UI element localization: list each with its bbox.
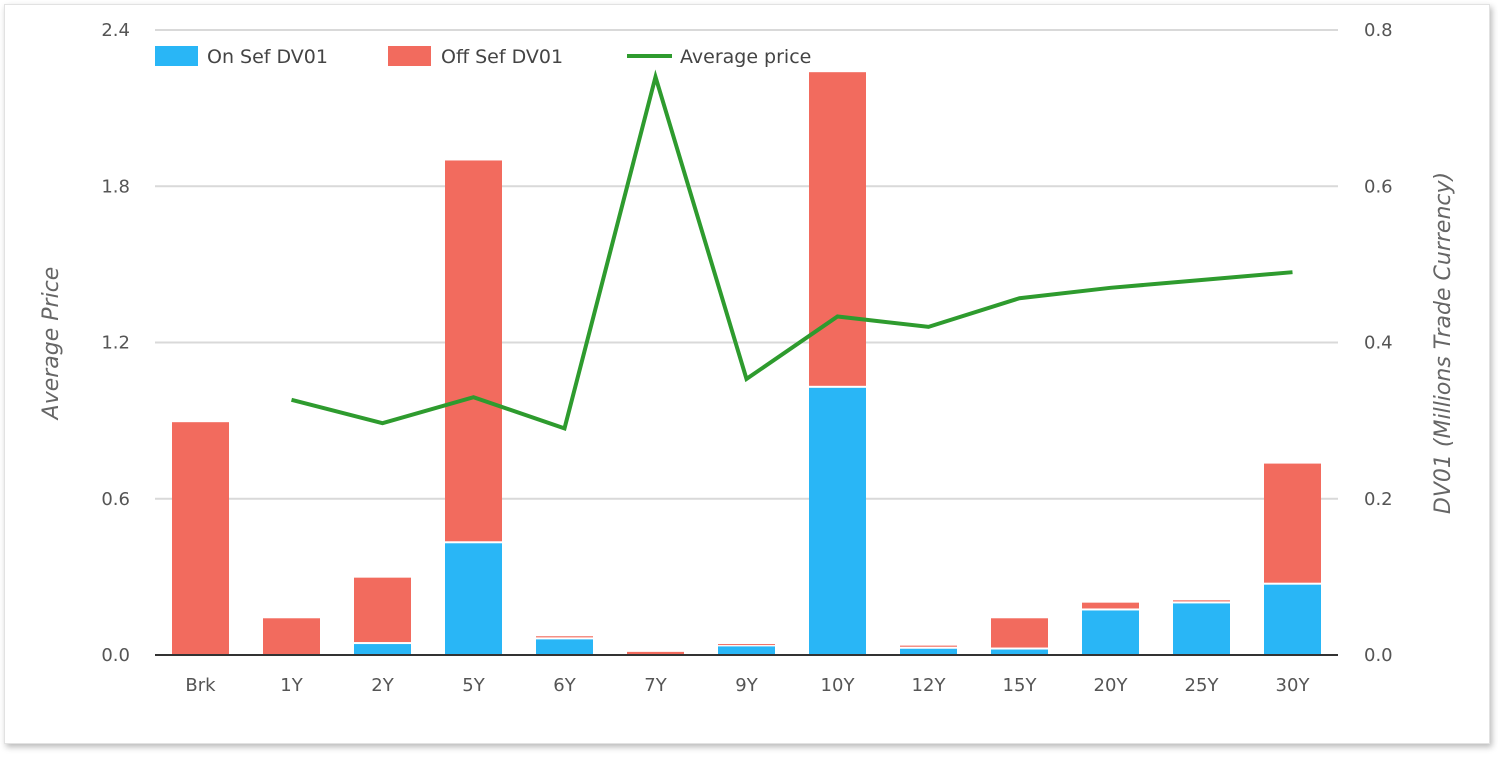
- average-price-point-12y[interactable]: [926, 324, 932, 330]
- bar-on-sef-5y[interactable]: [445, 543, 502, 655]
- right-tick-label: 0.4: [1364, 333, 1393, 354]
- bar-off-sef-5y[interactable]: [445, 160, 502, 542]
- bar-off-sef-10y[interactable]: [809, 72, 866, 386]
- bar-on-sef-20y[interactable]: [1082, 610, 1139, 655]
- x-tick-label: 10Y: [821, 675, 856, 696]
- legend-swatch-off-sef: [388, 46, 431, 66]
- gridlines: [155, 29, 1338, 500]
- x-tick-label: 15Y: [1003, 675, 1038, 696]
- average-price-point-6y[interactable]: [562, 425, 568, 431]
- left-tick-label: 1.2: [101, 333, 130, 354]
- bar-off-sef-9y[interactable]: [718, 644, 775, 646]
- average-price-line-group: [289, 69, 1296, 432]
- average-price-line[interactable]: [291, 69, 1293, 432]
- bar-off-sef-30y[interactable]: [1264, 463, 1321, 583]
- bar-off-sef-brk[interactable]: [172, 422, 229, 655]
- legend-label-off-sef: Off Sef DV01: [441, 46, 563, 68]
- average-price-point-15y[interactable]: [1017, 295, 1023, 301]
- legend-item-average-price[interactable]: Average price: [627, 46, 811, 68]
- x-tick-label: 12Y: [912, 675, 947, 696]
- bar-on-sef-25y[interactable]: [1173, 603, 1230, 655]
- x-tick-label: 9Y: [735, 675, 758, 696]
- bar-on-sef-15y[interactable]: [991, 649, 1048, 655]
- bar-on-sef-6y[interactable]: [536, 639, 593, 655]
- right-axis-title: DV01 (Millions Trade Currency): [1431, 172, 1456, 514]
- legend-label-average-price: Average price: [680, 46, 811, 68]
- x-tick-label: 30Y: [1276, 675, 1311, 696]
- x-tick-label: 25Y: [1185, 675, 1220, 696]
- average-price-point-7y[interactable]: [653, 74, 659, 80]
- x-tick-label: 20Y: [1094, 675, 1129, 696]
- average-price-point-20y[interactable]: [1108, 285, 1114, 291]
- bar-off-sef-2y[interactable]: [354, 577, 411, 643]
- left-tick-label: 1.8: [101, 176, 130, 197]
- x-tick-label: 7Y: [644, 675, 667, 696]
- right-axis-ticks: 0.0 0.2 0.4 0.6 0.8: [1364, 20, 1393, 666]
- average-price-point-1y[interactable]: [289, 397, 295, 403]
- bar-off-sef-12y[interactable]: [900, 645, 957, 647]
- average-price-point-2y[interactable]: [380, 420, 386, 426]
- bar-on-sef-12y[interactable]: [900, 648, 957, 655]
- legend-item-off-sef[interactable]: Off Sef DV01: [388, 46, 563, 68]
- right-tick-label: 0.8: [1364, 20, 1393, 41]
- average-price-point-25y[interactable]: [1199, 277, 1205, 283]
- bar-off-sef-7y[interactable]: [627, 651, 684, 655]
- left-tick-label: 0.6: [101, 489, 130, 510]
- average-price-point-5y[interactable]: [471, 394, 477, 400]
- legend-item-on-sef[interactable]: On Sef DV01: [155, 46, 328, 68]
- legend: On Sef DV01 Off Sef DV01 Average price: [155, 46, 811, 68]
- right-tick-label: 0.0: [1364, 645, 1393, 666]
- bar-on-sef-30y[interactable]: [1264, 584, 1321, 655]
- left-axis-ticks: 0.0 0.6 1.2 1.8 2.4: [101, 20, 130, 666]
- left-tick-label: 2.4: [101, 20, 130, 41]
- bar-on-sef-9y[interactable]: [718, 646, 775, 655]
- bar-off-sef-1y[interactable]: [263, 618, 320, 655]
- x-tick-label: Brk: [185, 675, 216, 696]
- x-tick-label: 6Y: [553, 675, 576, 696]
- average-price-point-30y[interactable]: [1290, 269, 1296, 275]
- left-tick-label: 0.0: [101, 645, 130, 666]
- legend-swatch-on-sef: [155, 46, 198, 66]
- bar-off-sef-20y[interactable]: [1082, 602, 1139, 609]
- bar-on-sef-10y[interactable]: [809, 387, 866, 655]
- x-tick-label: 1Y: [280, 675, 303, 696]
- right-tick-label: 0.6: [1364, 176, 1393, 197]
- x-tick-label: 2Y: [371, 675, 394, 696]
- bar-off-sef-15y[interactable]: [991, 618, 1048, 648]
- average-price-point-10y[interactable]: [835, 313, 841, 319]
- right-tick-label: 0.2: [1364, 489, 1393, 510]
- legend-label-on-sef: On Sef DV01: [207, 46, 328, 68]
- average-price-point-9y[interactable]: [744, 376, 750, 382]
- x-tick-label: 5Y: [462, 675, 485, 696]
- bar-on-sef-2y[interactable]: [354, 644, 411, 655]
- x-axis-ticks: Brk 1Y 2Y 5Y 6Y 7Y 9Y 10Y 12Y 15Y 20Y 25Y 30Y: [185, 675, 1310, 696]
- bar-off-sef-25y[interactable]: [1173, 600, 1230, 602]
- left-axis-title: Average Price: [39, 267, 64, 422]
- bar-off-sef-6y[interactable]: [536, 636, 593, 638]
- bars: [172, 72, 1321, 655]
